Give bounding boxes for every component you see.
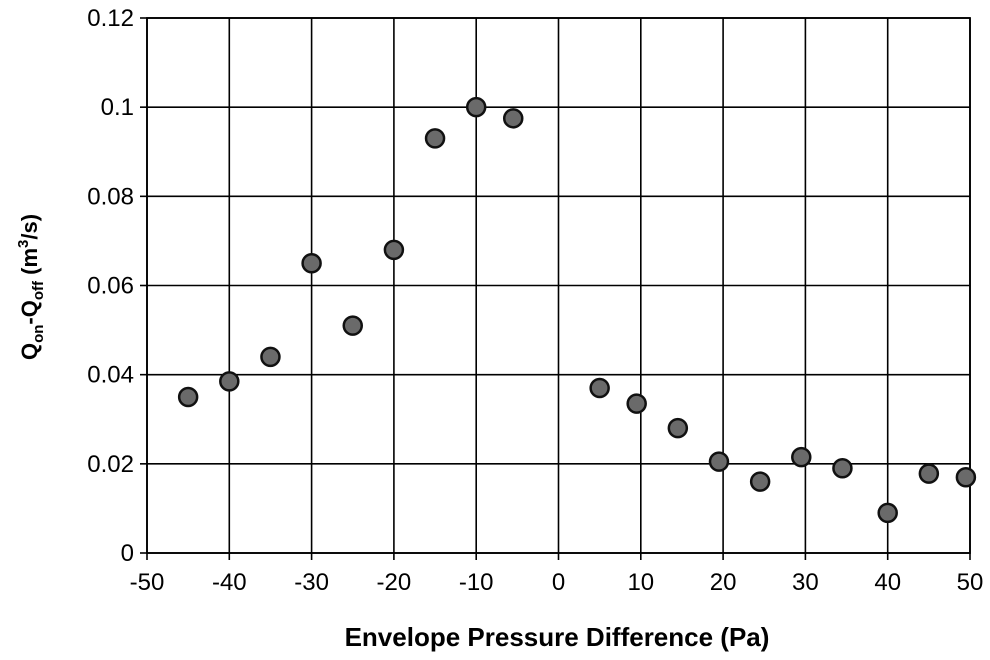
y-axis-title-sub-on: on <box>30 325 47 343</box>
y-tick-label: 0.1 <box>101 94 134 121</box>
y-axis-title-sup: 3 <box>15 240 32 248</box>
y-axis-title-units-close: /s) <box>17 214 42 240</box>
y-tick-label: 0.12 <box>87 5 134 32</box>
data-point <box>667 417 689 439</box>
data-point <box>219 371 240 392</box>
x-tick-label: -20 <box>377 569 412 596</box>
y-axis-title-units-open: (m <box>17 248 42 281</box>
y-tick-label: 0 <box>121 540 134 567</box>
data-point <box>877 502 898 524</box>
y-tick-label: 0.04 <box>87 362 134 389</box>
data-point <box>424 128 446 149</box>
data-point <box>749 471 771 492</box>
y-axis-title-q1: Q <box>17 343 42 360</box>
x-tick-label: -30 <box>294 569 329 596</box>
data-point <box>955 466 977 488</box>
x-tick-label: 0 <box>552 569 565 596</box>
data-point <box>342 315 363 336</box>
data-point <box>791 446 812 468</box>
data-point <box>465 96 487 118</box>
x-tick-label: 10 <box>627 569 654 596</box>
data-point <box>502 108 524 129</box>
data-point <box>708 451 730 472</box>
data-point <box>301 252 322 274</box>
x-axis-title: Envelope Pressure Difference (Pa) <box>345 622 770 652</box>
x-tick-label: -10 <box>459 569 494 596</box>
y-tick-label: 0.02 <box>87 451 134 478</box>
x-tick-label: 50 <box>957 569 984 596</box>
data-point <box>177 386 199 408</box>
y-axis-title-sub-off: off <box>30 280 47 300</box>
x-tick-label: 20 <box>710 569 737 596</box>
y-tick-label: 0.06 <box>87 273 134 300</box>
data-point <box>260 346 281 368</box>
data-point <box>589 377 610 399</box>
data-point <box>918 463 940 484</box>
x-tick-label: -50 <box>130 569 165 596</box>
x-tick-label: 40 <box>874 569 901 596</box>
data-point <box>832 458 853 479</box>
y-tick-label: 0.08 <box>87 183 134 210</box>
axis-ticks: -50 -40 -30 -20 -10 0 10 20 30 40 50 0 0.02 0.04 0.06 0… <box>87 5 983 596</box>
x-tick-label: -40 <box>212 569 247 596</box>
data-point <box>626 393 647 414</box>
y-axis-title: Qon-Qoff (m3/s) <box>15 214 47 360</box>
data-points <box>177 96 977 524</box>
y-axis-title-q2: -Q <box>17 300 42 324</box>
x-tick-label: 30 <box>792 569 819 596</box>
data-point <box>383 239 405 261</box>
